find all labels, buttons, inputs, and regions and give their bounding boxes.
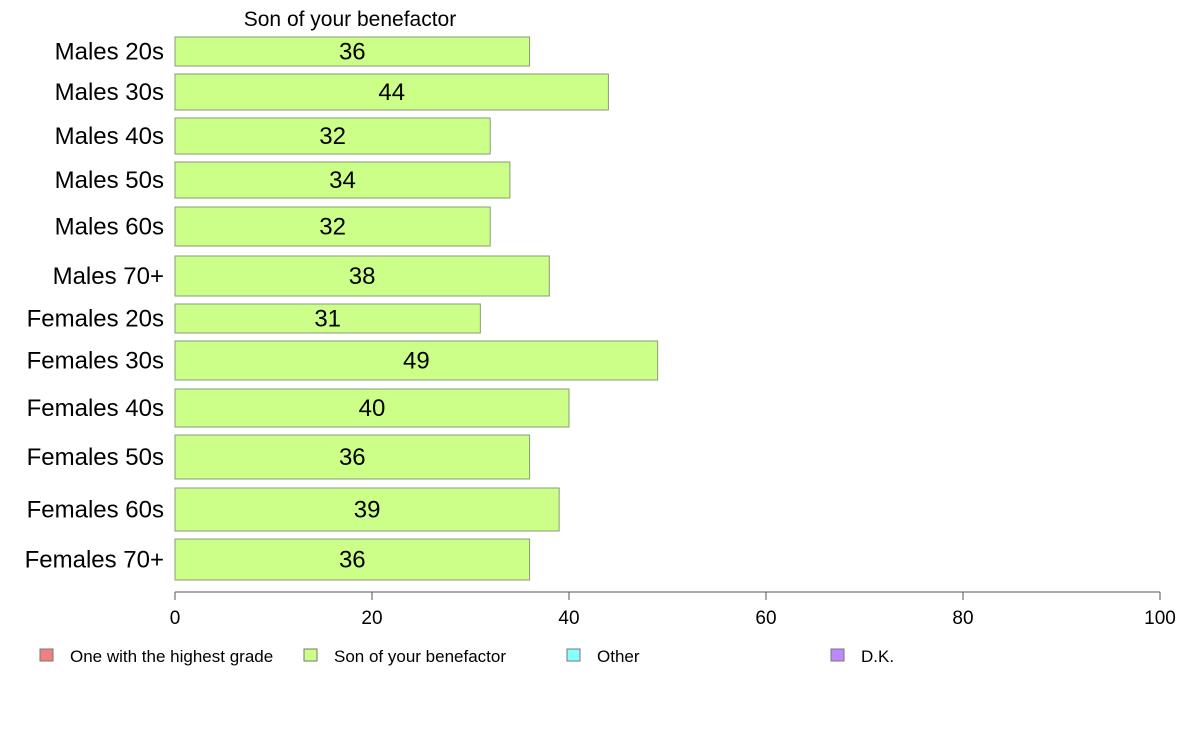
x-axis: 0 20 40 60 80 100 [170,591,1176,629]
category-label: Males 20s [55,39,164,66]
legend-swatch [39,648,54,662]
category-label: Females 50s [27,444,164,471]
legend-label: D.K. [861,647,894,666]
legend-swatch [566,648,581,662]
series-title: Son of your benefactor [244,8,456,31]
category-label: Females 60s [27,497,164,524]
bar [174,487,560,532]
legend-swatch [303,648,318,662]
category-label: Females 40s [27,395,164,422]
x-tick-label: 0 [170,608,181,629]
data-label: 34 [329,167,356,194]
x-tick-label: 40 [558,608,579,629]
data-label: 32 [319,214,346,241]
x-tick-label: 80 [952,608,973,629]
category-label: Males 30s [55,79,164,106]
data-label: 39 [354,497,381,524]
category-label: Females 30s [27,348,164,375]
bar [174,255,550,297]
bar [174,73,609,111]
legend-label: One with the highest grade [70,647,273,666]
legend-label: Other [597,647,640,666]
bar [174,303,481,334]
x-tick-label: 20 [361,608,382,629]
bar [174,434,531,480]
category-label: Males 50s [55,167,164,194]
bars-group: Males 20s 36 Males 30s 44 Males 40s 32 Males 5… [25,36,659,581]
category-label: Males 60s [55,214,164,241]
data-label: 40 [359,395,386,422]
bar [174,161,511,199]
data-label: 36 [339,444,366,471]
bar [174,117,491,155]
data-label: 38 [349,263,376,290]
data-label: 36 [339,547,366,574]
data-label: 32 [319,123,346,150]
legend-swatch [830,648,845,662]
bar [174,36,531,67]
data-label: 36 [339,39,366,66]
bar [174,340,659,381]
x-tick-label: 60 [755,608,776,629]
category-label: Females 70+ [25,547,164,574]
legend-label: Son of your benefactor [334,647,506,666]
data-label: 49 [403,348,430,375]
bar [174,388,570,428]
category-label: Males 40s [55,123,164,150]
category-label: Females 20s [27,306,164,333]
bar [174,206,491,247]
category-label: Males 70+ [53,263,164,290]
bar [174,538,531,581]
legend: One with the highest grade Son of your be… [39,647,894,666]
data-label: 44 [378,79,405,106]
data-label: 31 [314,306,341,333]
x-tick-label: 100 [1144,608,1176,629]
